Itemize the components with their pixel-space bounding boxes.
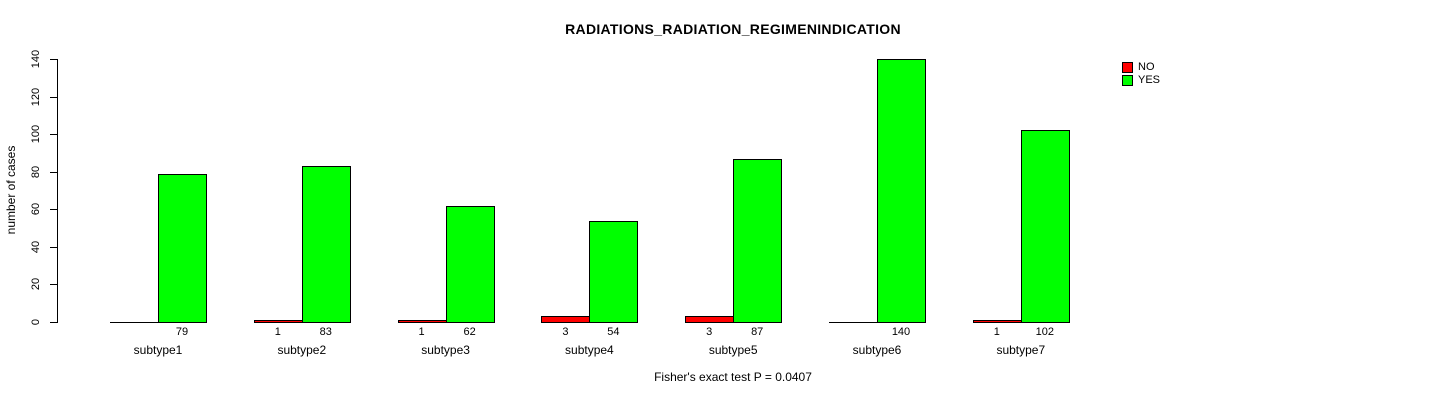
bar-yes-subtype6 [877,59,926,323]
bar-yes-subtype4 [589,221,639,323]
y-tick [50,284,57,285]
bar-value-label: 140 [891,326,911,338]
x-category-label: subtype7 [996,343,1046,357]
bar-no-subtype5 [685,316,735,323]
bar-yes-subtype5 [733,159,783,323]
bar-value-label: 62 [463,326,476,338]
y-tick [50,172,57,173]
y-tick [50,209,57,210]
chart-title: RADIATIONS_RADIATION_REGIMENINDICATION [565,21,901,37]
bar-yes-subtype3 [445,206,495,323]
pvalue-text: Fisher's exact test P = 0.0407 [654,370,812,384]
legend: NO YES [1122,61,1160,87]
x-category-label: subtype6 [852,343,902,357]
x-category-label: subtype2 [277,343,327,357]
y-axis-line [57,59,58,323]
bar-value-label: 1 [993,326,1000,338]
bar-value-label: 83 [319,326,332,338]
legend-swatch-yes [1122,75,1133,86]
y-tick-label: 20 [30,277,42,291]
x-category-label: subtype1 [133,343,183,357]
bar-no-subtype4 [541,316,591,323]
x-category-label: subtype5 [708,343,758,357]
bar-yes-subtype2 [301,166,351,323]
bar-value-label: 3 [562,326,569,338]
bar-value-label: 54 [607,326,620,338]
bar-yes-subtype1 [158,174,207,323]
bar-no-subtype2 [253,320,303,323]
y-tick [50,97,57,98]
legend-swatch-no [1122,62,1133,73]
y-tick-label: 100 [30,124,42,144]
bar-value-label: 79 [175,326,189,338]
y-tick [50,134,57,135]
y-tick-label: 140 [30,49,42,69]
y-tick-label: 120 [30,87,42,107]
y-tick [50,247,57,248]
y-tick-label: 60 [30,202,42,216]
bar-yes-subtype7 [1020,130,1070,323]
bar-value-label: 1 [418,326,425,338]
legend-item-no: NO [1122,61,1160,74]
bar-value-label: 3 [706,326,713,338]
y-tick [50,59,57,60]
bar-value-label: 102 [1035,326,1054,338]
bar-value-label: 1 [274,326,281,338]
legend-label-yes: YES [1138,74,1161,86]
y-tick [50,322,57,323]
legend-item-yes: YES [1122,74,1160,87]
y-tick-label: 40 [30,240,42,254]
y-tick-label: 0 [30,318,42,326]
bar-no-subtype3 [397,320,447,323]
bar-value-label: 87 [751,326,764,338]
legend-label-no: NO [1138,61,1155,73]
y-tick-label: 80 [30,165,42,179]
x-category-label: subtype4 [565,343,614,357]
bar-no-subtype7 [972,320,1022,323]
x-category-label: subtype3 [421,343,470,357]
